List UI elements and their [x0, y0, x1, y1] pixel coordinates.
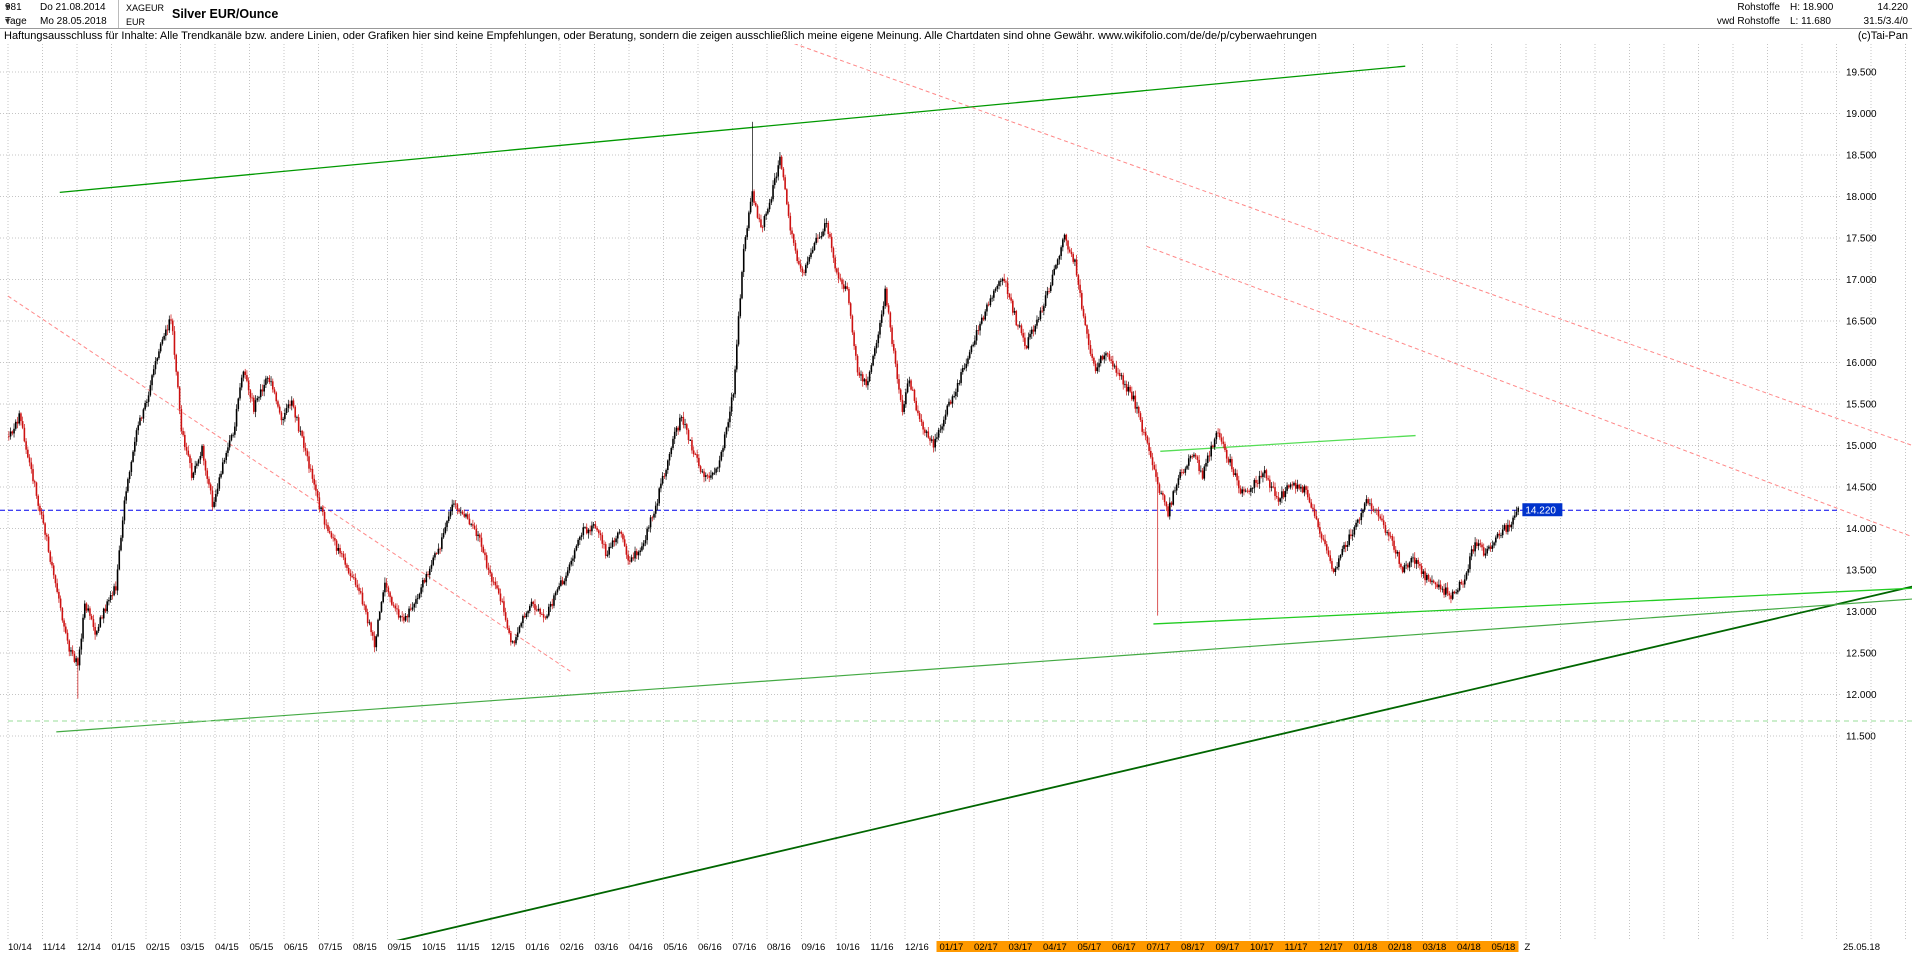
svg-text:Z: Z	[1525, 942, 1531, 952]
svg-text:07/15: 07/15	[319, 942, 343, 952]
svg-text:04/16: 04/16	[629, 942, 653, 952]
grid-lines	[0, 44, 1906, 940]
svg-text:15.500: 15.500	[1846, 400, 1877, 411]
svg-text:12/15: 12/15	[491, 942, 515, 952]
svg-text:08/16: 08/16	[767, 942, 791, 952]
category-label: Rohstoffe	[1737, 2, 1780, 13]
svg-text:10/15: 10/15	[422, 942, 446, 952]
svg-text:02/18: 02/18	[1388, 942, 1412, 952]
svg-text:19.000: 19.000	[1846, 109, 1877, 120]
header-separator	[118, 0, 119, 28]
svg-text:14.500: 14.500	[1846, 483, 1877, 494]
start-date-label: Do 21.08.2014	[40, 2, 106, 13]
svg-text:03/16: 03/16	[595, 942, 619, 952]
svg-text:03/15: 03/15	[181, 942, 205, 952]
svg-text:02/16: 02/16	[560, 942, 584, 952]
svg-text:09/17: 09/17	[1216, 942, 1240, 952]
svg-text:09/15: 09/15	[388, 942, 412, 952]
svg-text:11/15: 11/15	[457, 942, 480, 952]
symbol-label: XAGEUR	[126, 3, 164, 13]
svg-text:17.000: 17.000	[1846, 275, 1877, 286]
disclaimer-bar: Haftungsausschluss für Inhalte: Alle Tre…	[0, 29, 1912, 45]
candlestick-chart[interactable]: 11.500 12.000 12.500 13.000 13.500 14.000 14.5…	[0, 44, 1912, 952]
svg-text:19.500: 19.500	[1846, 68, 1877, 79]
svg-text:17.500: 17.500	[1846, 234, 1877, 245]
svg-text:08/17: 08/17	[1181, 942, 1205, 952]
svg-text:05/18: 05/18	[1492, 942, 1516, 952]
low-value-label: L: 11.680	[1790, 16, 1831, 27]
copyright-label: (c)Tai-Pan	[1858, 30, 1908, 42]
chart-header: 981 ▾ Do 21.08.2014 Tage ▾ Mo 28.05.2018…	[0, 0, 1912, 29]
svg-text:01/18: 01/18	[1354, 942, 1378, 952]
svg-text:10/14: 10/14	[8, 942, 32, 952]
svg-text:03/18: 03/18	[1423, 942, 1447, 952]
svg-text:10/16: 10/16	[836, 942, 860, 952]
svg-text:05/16: 05/16	[664, 942, 688, 952]
high-value-label: H: 18.900	[1790, 2, 1833, 13]
svg-text:06/16: 06/16	[698, 942, 722, 952]
svg-text:16.500: 16.500	[1846, 317, 1877, 328]
support-green-long	[56, 599, 1912, 732]
support-dark-green	[350, 587, 1912, 952]
svg-text:13.000: 13.000	[1846, 607, 1877, 618]
chevron-down-icon: ▾	[5, 16, 10, 27]
svg-text:04/15: 04/15	[215, 942, 239, 952]
chevron-down-icon: ▾	[5, 2, 10, 13]
svg-text:01/15: 01/15	[112, 942, 136, 952]
last-price-label: 14.220	[1877, 2, 1908, 13]
price-axis-labels: 11.500 12.000 12.500 13.000 13.500 14.000 14.5…	[1846, 68, 1877, 743]
svg-text:18.500: 18.500	[1846, 151, 1877, 162]
provider-label: vwd Rohstoffe	[1717, 16, 1780, 27]
svg-text:12.500: 12.500	[1846, 649, 1877, 660]
svg-text:05/17: 05/17	[1078, 942, 1102, 952]
downtrend-red-left	[8, 296, 570, 671]
svg-text:12.000: 12.000	[1846, 690, 1877, 701]
svg-text:12/17: 12/17	[1319, 942, 1343, 952]
svg-text:07/16: 07/16	[733, 942, 757, 952]
svg-text:07/17: 07/17	[1147, 942, 1171, 952]
svg-text:12/16: 12/16	[905, 942, 929, 952]
instrument-title: Silver EUR/Ounce	[172, 7, 278, 21]
svg-text:02/15: 02/15	[146, 942, 170, 952]
svg-text:09/16: 09/16	[802, 942, 826, 952]
candlesticks	[8, 122, 1519, 699]
chart-area[interactable]: 11.500 12.000 12.500 13.000 13.500 14.000 14.5…	[0, 44, 1912, 952]
svg-text:13.500: 13.500	[1846, 566, 1877, 577]
svg-text:04/17: 04/17	[1043, 942, 1067, 952]
currency-label: EUR	[126, 17, 145, 27]
support-bright-green-lows	[1153, 588, 1912, 624]
trend-lines[interactable]	[8, 44, 1912, 952]
svg-text:06/17: 06/17	[1112, 942, 1136, 952]
end-date-label: Mo 28.05.2018	[40, 16, 107, 27]
svg-text:11/17: 11/17	[1285, 942, 1308, 952]
downtrend-red-secondary	[1147, 246, 1912, 537]
svg-text:05/15: 05/15	[250, 942, 274, 952]
current-price-badge: 14.220	[1522, 503, 1562, 517]
svg-text:06/15: 06/15	[284, 942, 308, 952]
svg-text:03/17: 03/17	[1009, 942, 1033, 952]
resistance-light-green	[1160, 436, 1415, 452]
svg-text:08/15: 08/15	[353, 942, 377, 952]
svg-text:15.000: 15.000	[1846, 441, 1877, 452]
svg-text:10/17: 10/17	[1250, 942, 1274, 952]
time-axis-labels: 10/14 11/14 12/14 01/15 02/15 03/15 04/15 05/15…	[8, 941, 1880, 952]
svg-text:12/14: 12/14	[77, 942, 101, 952]
svg-text:11/16: 11/16	[871, 942, 894, 952]
stats-label: 31.5/3.4/0	[1864, 16, 1908, 27]
svg-text:18.000: 18.000	[1846, 192, 1877, 203]
svg-text:14.220: 14.220	[1525, 506, 1556, 517]
downtrend-red-main	[781, 44, 1912, 446]
svg-text:14.000: 14.000	[1846, 524, 1877, 535]
svg-text:11.500: 11.500	[1846, 732, 1876, 743]
disclaimer-text: Haftungsausschluss für Inhalte: Alle Tre…	[4, 30, 1317, 42]
svg-text:16.000: 16.000	[1846, 358, 1877, 369]
svg-text:11/14: 11/14	[43, 942, 66, 952]
svg-text:04/18: 04/18	[1457, 942, 1481, 952]
svg-text:01/17: 01/17	[940, 942, 964, 952]
svg-text:01/16: 01/16	[526, 942, 550, 952]
svg-text:25.05.18: 25.05.18	[1843, 942, 1880, 952]
svg-text:02/17: 02/17	[974, 942, 998, 952]
